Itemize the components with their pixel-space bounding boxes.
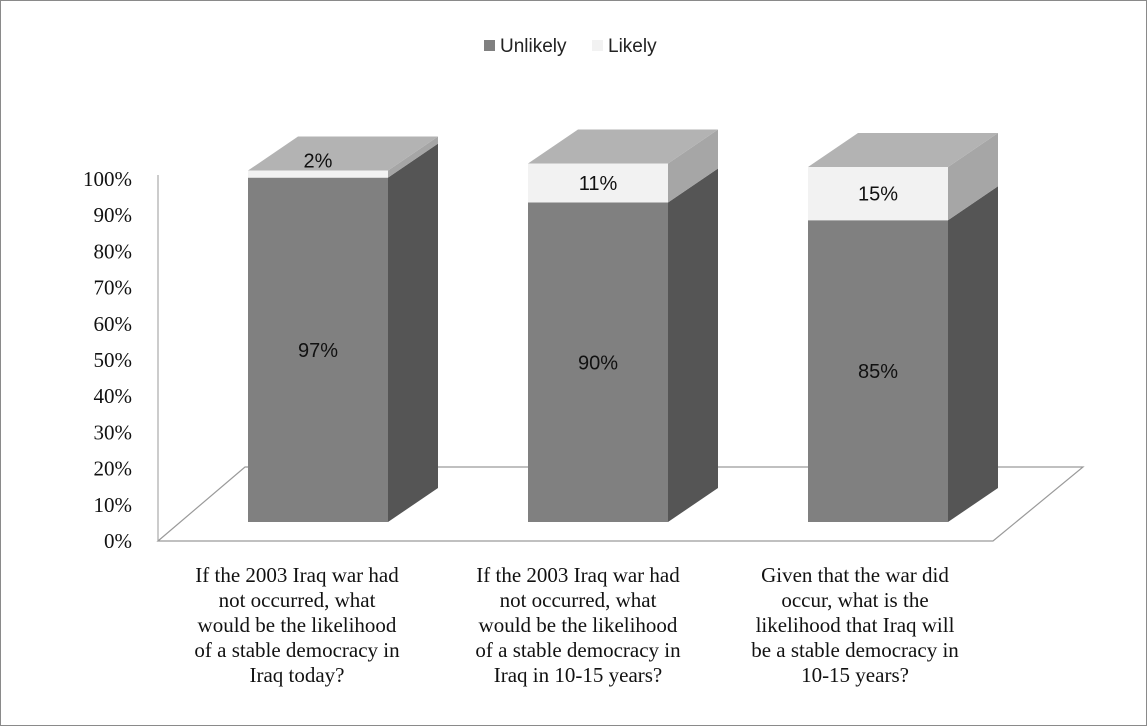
y-tick-label: 100% — [83, 167, 132, 191]
data-label-unlikely: 97% — [298, 340, 338, 362]
bar-top-face — [248, 136, 438, 171]
y-axis: 0% 10% 20% 30% 40% 50% 60% 70% 80% 90% 100% — [83, 167, 159, 553]
data-label-likely: 15% — [858, 184, 898, 206]
data-label-likely: 2% — [304, 151, 333, 173]
data-labels: 97% 2% 90% 11% 85% 15% — [298, 151, 898, 384]
bar-likely-front — [248, 170, 388, 178]
x-category-label-line: Given that the war did — [761, 563, 949, 587]
data-label-likely: 11% — [579, 173, 618, 195]
chart-floor — [156, 466, 1085, 542]
x-category-label-line: of a stable democracy in — [194, 638, 400, 662]
x-category-label-line: of a stable democracy in — [475, 638, 681, 662]
y-tick-label: 40% — [94, 384, 133, 408]
x-category-label-line: Iraq in 10-15 years? — [493, 663, 663, 687]
bar-unlikely-side — [948, 186, 998, 522]
y-tick-label: 70% — [94, 276, 133, 300]
x-category-label-line: be a stable democracy in — [751, 638, 959, 662]
y-tick-label: 30% — [94, 420, 133, 444]
x-category-label-line: would be the likelihood — [197, 613, 397, 637]
x-category-label-line: occur, what is the — [781, 588, 929, 612]
x-category-label-line: would be the likelihood — [478, 613, 678, 637]
data-label-unlikely: 85% — [858, 361, 898, 383]
bar-likely-side — [948, 133, 998, 221]
x-category-label-line: not occurred, what — [499, 588, 657, 612]
bar-likely-side — [668, 129, 718, 203]
x-category-label-line: not occurred, what — [218, 588, 376, 612]
x-category-label: If the 2003 Iraq war had not occurred, wh… — [438, 563, 718, 688]
bar-unlikely-side — [668, 168, 718, 522]
legend-label-likely: Likely — [608, 36, 657, 57]
legend: Unlikely Likely — [484, 36, 657, 57]
y-tick-label: 80% — [94, 239, 133, 263]
bar-unlikely-side — [388, 143, 438, 522]
bars — [248, 129, 998, 522]
x-category-label-line: likelihood that Iraq will — [755, 613, 955, 637]
bar-likely-front — [528, 163, 668, 203]
y-tick-label: 60% — [94, 312, 133, 336]
bar-unlikely-front — [528, 202, 668, 522]
y-tick-label: 90% — [94, 203, 133, 227]
y-tick-label: 0% — [104, 529, 132, 553]
bar-top-face — [528, 129, 718, 164]
x-category-label: If the 2003 Iraq war had not occurred, wh… — [157, 563, 437, 688]
y-tick-label: 10% — [94, 493, 133, 517]
y-tick-label: 20% — [94, 457, 133, 481]
x-category-label-line: 10-15 years? — [801, 663, 909, 687]
legend-swatch-likely — [592, 40, 603, 51]
bar-top-face — [808, 133, 998, 167]
chart-floor-outline — [156, 466, 1085, 542]
bar-unlikely-front — [248, 177, 388, 522]
x-category-label: Given that the war did occur, what is the… — [715, 563, 995, 688]
bar-likely-side — [388, 136, 438, 178]
legend-swatch-unlikely — [484, 40, 495, 51]
x-category-label-line: Iraq today? — [249, 663, 345, 687]
data-label-unlikely: 90% — [578, 352, 618, 374]
bar-unlikely-front — [808, 220, 948, 522]
bar-likely-front — [808, 167, 948, 221]
x-category-label-line: If the 2003 Iraq war had — [476, 563, 680, 587]
legend-label-unlikely: Unlikely — [500, 36, 567, 57]
x-category-label-line: If the 2003 Iraq war had — [195, 563, 399, 587]
y-tick-label: 50% — [94, 348, 133, 372]
